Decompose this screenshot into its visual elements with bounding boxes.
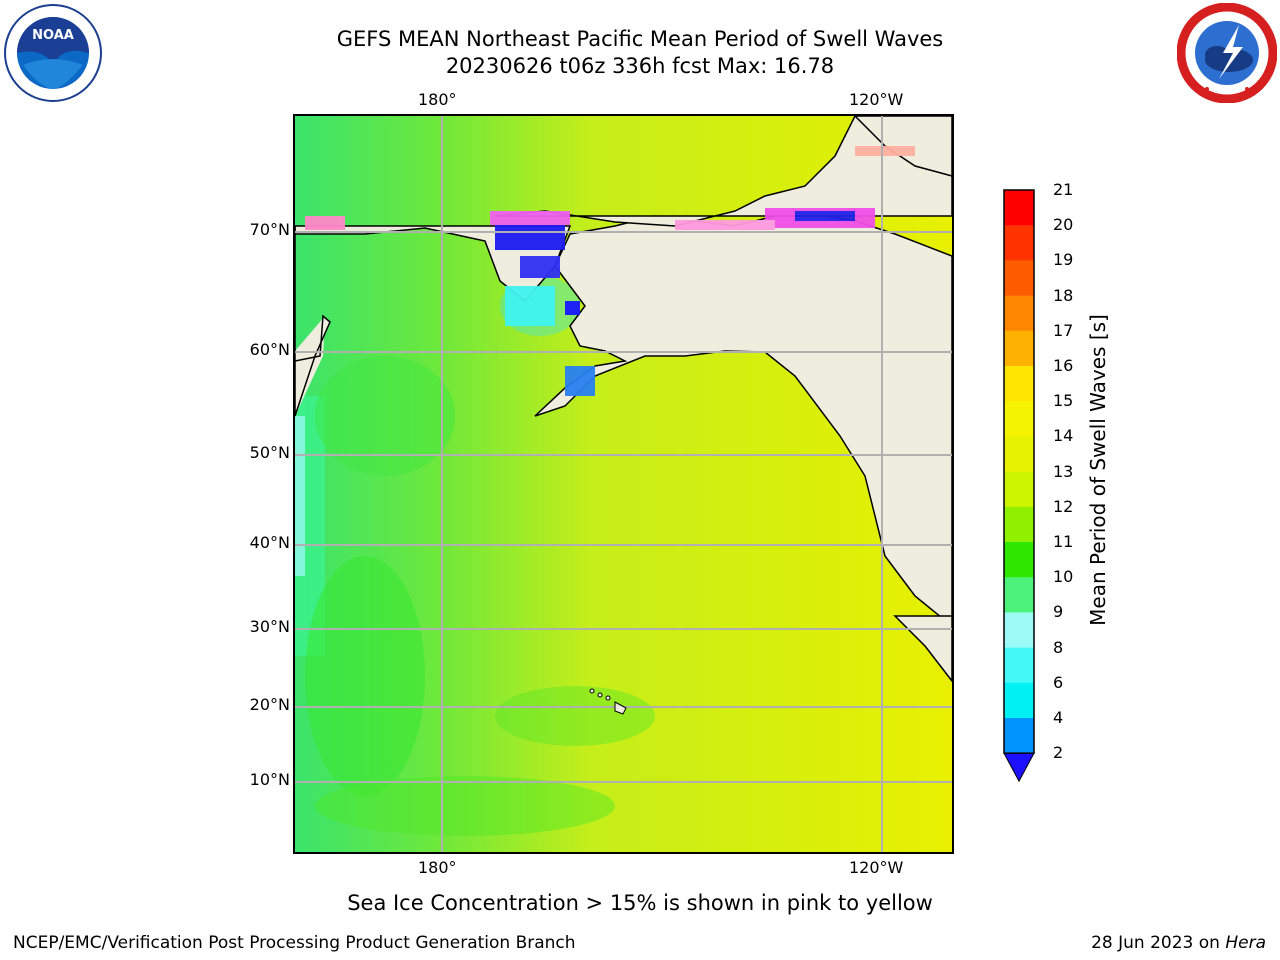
- footer-date: 28 Jun 2023 on Hera: [1091, 933, 1266, 953]
- colorbar-band: [1004, 542, 1034, 578]
- colorbar-band: [1004, 295, 1034, 332]
- noaa-logo-text: NOAA: [32, 28, 74, 43]
- colorbar-tick: 16: [1053, 356, 1074, 375]
- lat-tick-40n: 40°N: [249, 533, 290, 552]
- colorbar-svg: [1003, 189, 1035, 783]
- hawaii-islands: [589, 688, 627, 715]
- colorbar-band: [1004, 330, 1034, 367]
- map-svg: [295, 116, 952, 852]
- colorbar-tick: 9: [1053, 602, 1064, 622]
- lat-tick-60n: 60°N: [249, 340, 290, 359]
- colorbar-tick: 6: [1053, 672, 1064, 692]
- colorbar-band: [1004, 225, 1034, 261]
- colorbar-label: Mean Period of Swell Waves [s]: [1086, 314, 1110, 626]
- lon-tick-top-180: 180°: [418, 90, 457, 109]
- colorbar-tick: 20: [1053, 215, 1074, 235]
- lon-tick-top-120w: 120°W: [849, 90, 904, 109]
- colorbar-tick: 12: [1053, 496, 1074, 516]
- lat-tick-50n: 50°N: [249, 443, 290, 462]
- colorbar-band: [1004, 647, 1034, 684]
- colorbar-band: [1004, 682, 1034, 719]
- colorbar-band: [1004, 612, 1034, 649]
- lat-tick-20n: 20°N: [249, 695, 290, 714]
- colorbar-tick: 2: [1053, 743, 1064, 763]
- colorbar-band: [1004, 190, 1034, 226]
- sea-ice-footnote: Sea Ice Concentration > 15% is shown in …: [347, 891, 933, 915]
- colorbar-tick: 10: [1053, 567, 1074, 587]
- chart-title: GEFS MEAN Northeast Pacific Mean Period …: [336, 27, 944, 51]
- colorbar-tick: 14: [1053, 426, 1074, 446]
- colorbar-tick: 19: [1053, 250, 1074, 270]
- footer-credit: NCEP/EMC/Verification Post Processing Pr…: [13, 933, 576, 953]
- nws-logo: [1176, 2, 1278, 104]
- colorbar-tick: 17: [1053, 320, 1074, 340]
- lon-tick-bottom-180: 180°: [418, 858, 457, 877]
- lat-tick-30n: 30°N: [249, 617, 290, 636]
- lat-tick-10n: 10°N: [249, 770, 290, 789]
- colorbar-tick: 8: [1053, 637, 1064, 657]
- colorbar-band: [1004, 577, 1034, 613]
- colorbar-band: [1004, 401, 1034, 437]
- colorbar-tick: 13: [1053, 461, 1074, 481]
- colorbar-band: [1004, 718, 1034, 754]
- map-panel: [293, 114, 954, 854]
- colorbar-band: [1004, 471, 1034, 508]
- colorbar-tick: 21: [1053, 180, 1074, 199]
- colorbar-tick: 11: [1053, 532, 1074, 551]
- sea-ice: [305, 146, 915, 396]
- lat-tick-70n: 70°N: [249, 220, 290, 239]
- footer-date-text: 28 Jun 2023 on: [1091, 933, 1226, 953]
- colorbar-band: [1004, 506, 1034, 543]
- chart-subtitle: 20230626 t06z 336h fcst Max: 16.78: [445, 54, 835, 78]
- colorbar-band: [1004, 260, 1034, 297]
- colorbar: [1000, 185, 1040, 785]
- colorbar-frame: [1003, 189, 1035, 754]
- colorbar-tick: 4: [1053, 708, 1064, 727]
- colorbar-extend-min: [1003, 752, 1035, 783]
- colorbar-band: [1004, 366, 1034, 402]
- lon-tick-bottom-120w: 120°W: [849, 858, 904, 877]
- footer-machine: Hera: [1225, 933, 1266, 953]
- colorbar-band: [1004, 436, 1034, 473]
- colorbar-tick: 15: [1053, 391, 1074, 411]
- noaa-logo: NOAA: [3, 3, 103, 103]
- colorbar-tick: 18: [1053, 285, 1074, 305]
